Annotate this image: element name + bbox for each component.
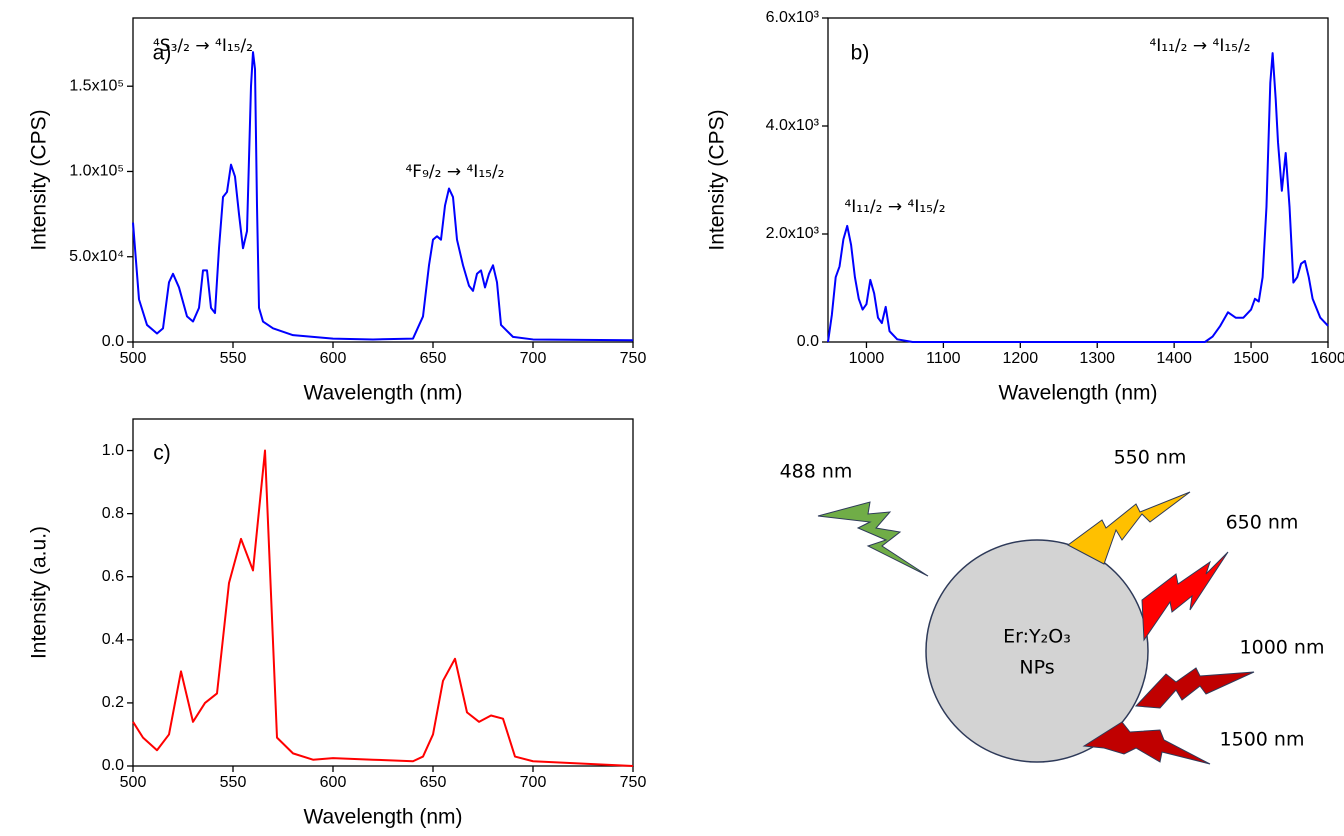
- x-tick-label: 1300: [1079, 350, 1115, 367]
- data-line: [827, 52, 1329, 343]
- annotation: ⁴I₁₁/₂ → ⁴I₁₅/₂: [1149, 36, 1250, 56]
- wavelength-label: 1500 nm: [1220, 729, 1305, 751]
- x-axis-title: Wavelength (nm): [998, 382, 1157, 405]
- annotation: ⁴I₁₁/₂ → ⁴I₁₅/₂: [844, 197, 945, 217]
- x-tick-label: 700: [520, 774, 547, 791]
- x-tick-label: 1100: [926, 350, 961, 367]
- x-tick-label: 600: [320, 350, 347, 367]
- y-axis-title: Intensity (CPS): [706, 109, 729, 250]
- y-axis-title: Intensity (a.u.): [28, 526, 51, 659]
- emission-bolt: [1082, 721, 1211, 765]
- diagram: Er:Y₂O₃ NPs 488 nm 550 nm 650 nm 1000 nm…: [780, 447, 1325, 765]
- y-tick-label: 1.5x10⁵: [69, 77, 124, 94]
- emission-bolt: [1134, 667, 1255, 709]
- plot-frame: [132, 17, 634, 343]
- x-tick-label: 500: [120, 350, 147, 367]
- x-tick-label: 500: [120, 774, 147, 791]
- panel-label: b): [851, 42, 870, 65]
- emission-bolt: [1067, 491, 1191, 565]
- y-tick-label: 0.0: [797, 333, 819, 350]
- x-tick-label: 650: [420, 774, 447, 791]
- x-tick-label: 1500: [1233, 350, 1269, 367]
- x-axis-title: Wavelength (nm): [303, 382, 462, 405]
- excitation-bolt: [817, 501, 929, 577]
- annotation: ⁴F₉/₂ → ⁴I₁₅/₂: [405, 162, 504, 182]
- x-tick-label: 550: [220, 350, 247, 367]
- x-tick-label: 1600: [1310, 350, 1344, 367]
- y-tick-label: 0.0: [102, 333, 124, 350]
- plot-frame: [827, 17, 1329, 343]
- emission-bolt: [1141, 551, 1229, 642]
- nanoparticle: [925, 539, 1149, 763]
- x-tick-label: 1400: [1156, 350, 1192, 367]
- particle-label: Er:Y₂O₃: [1003, 626, 1071, 648]
- y-tick-label: 0.2: [102, 694, 124, 711]
- x-tick-label: 750: [620, 350, 647, 367]
- x-tick-label: 600: [320, 774, 347, 791]
- x-tick-label: 650: [420, 350, 447, 367]
- wavelength-label: 650 nm: [1226, 512, 1299, 534]
- particle-label: NPs: [1019, 657, 1054, 679]
- plot-frame: [132, 418, 634, 767]
- x-tick-label: 750: [620, 774, 647, 791]
- x-axis-title: Wavelength (nm): [303, 806, 462, 829]
- data-line: [132, 449, 634, 767]
- x-tick-label: 1000: [849, 350, 885, 367]
- y-tick-label: 0.8: [102, 505, 124, 522]
- data-line: [132, 51, 634, 342]
- y-tick-label: 1.0x10⁵: [69, 163, 124, 180]
- y-tick-label: 4.0x10³: [766, 117, 820, 134]
- y-tick-label: 1.0: [102, 442, 124, 459]
- x-tick-label: 700: [520, 350, 547, 367]
- wavelength-label: 1000 nm: [1240, 637, 1325, 659]
- y-tick-label: 2.0x10³: [766, 225, 820, 242]
- annotation: ⁴S₃/₂ → ⁴I₁₅/₂: [153, 36, 253, 56]
- y-tick-label: 0.4: [102, 631, 124, 648]
- x-tick-label: 1200: [1003, 350, 1039, 367]
- panel-label: c): [153, 442, 171, 465]
- panel-label: a): [153, 42, 172, 65]
- x-tick-label: 550: [220, 774, 247, 791]
- wavelength-label: 488 nm: [780, 461, 853, 483]
- wavelength-label: 550 nm: [1114, 447, 1187, 469]
- y-tick-label: 6.0x10³: [766, 9, 820, 26]
- y-axis-title: Intensity (CPS): [28, 109, 51, 250]
- y-tick-label: 0.0: [102, 757, 124, 774]
- y-tick-label: 5.0x10⁴: [69, 248, 124, 265]
- y-tick-label: 0.6: [102, 568, 124, 585]
